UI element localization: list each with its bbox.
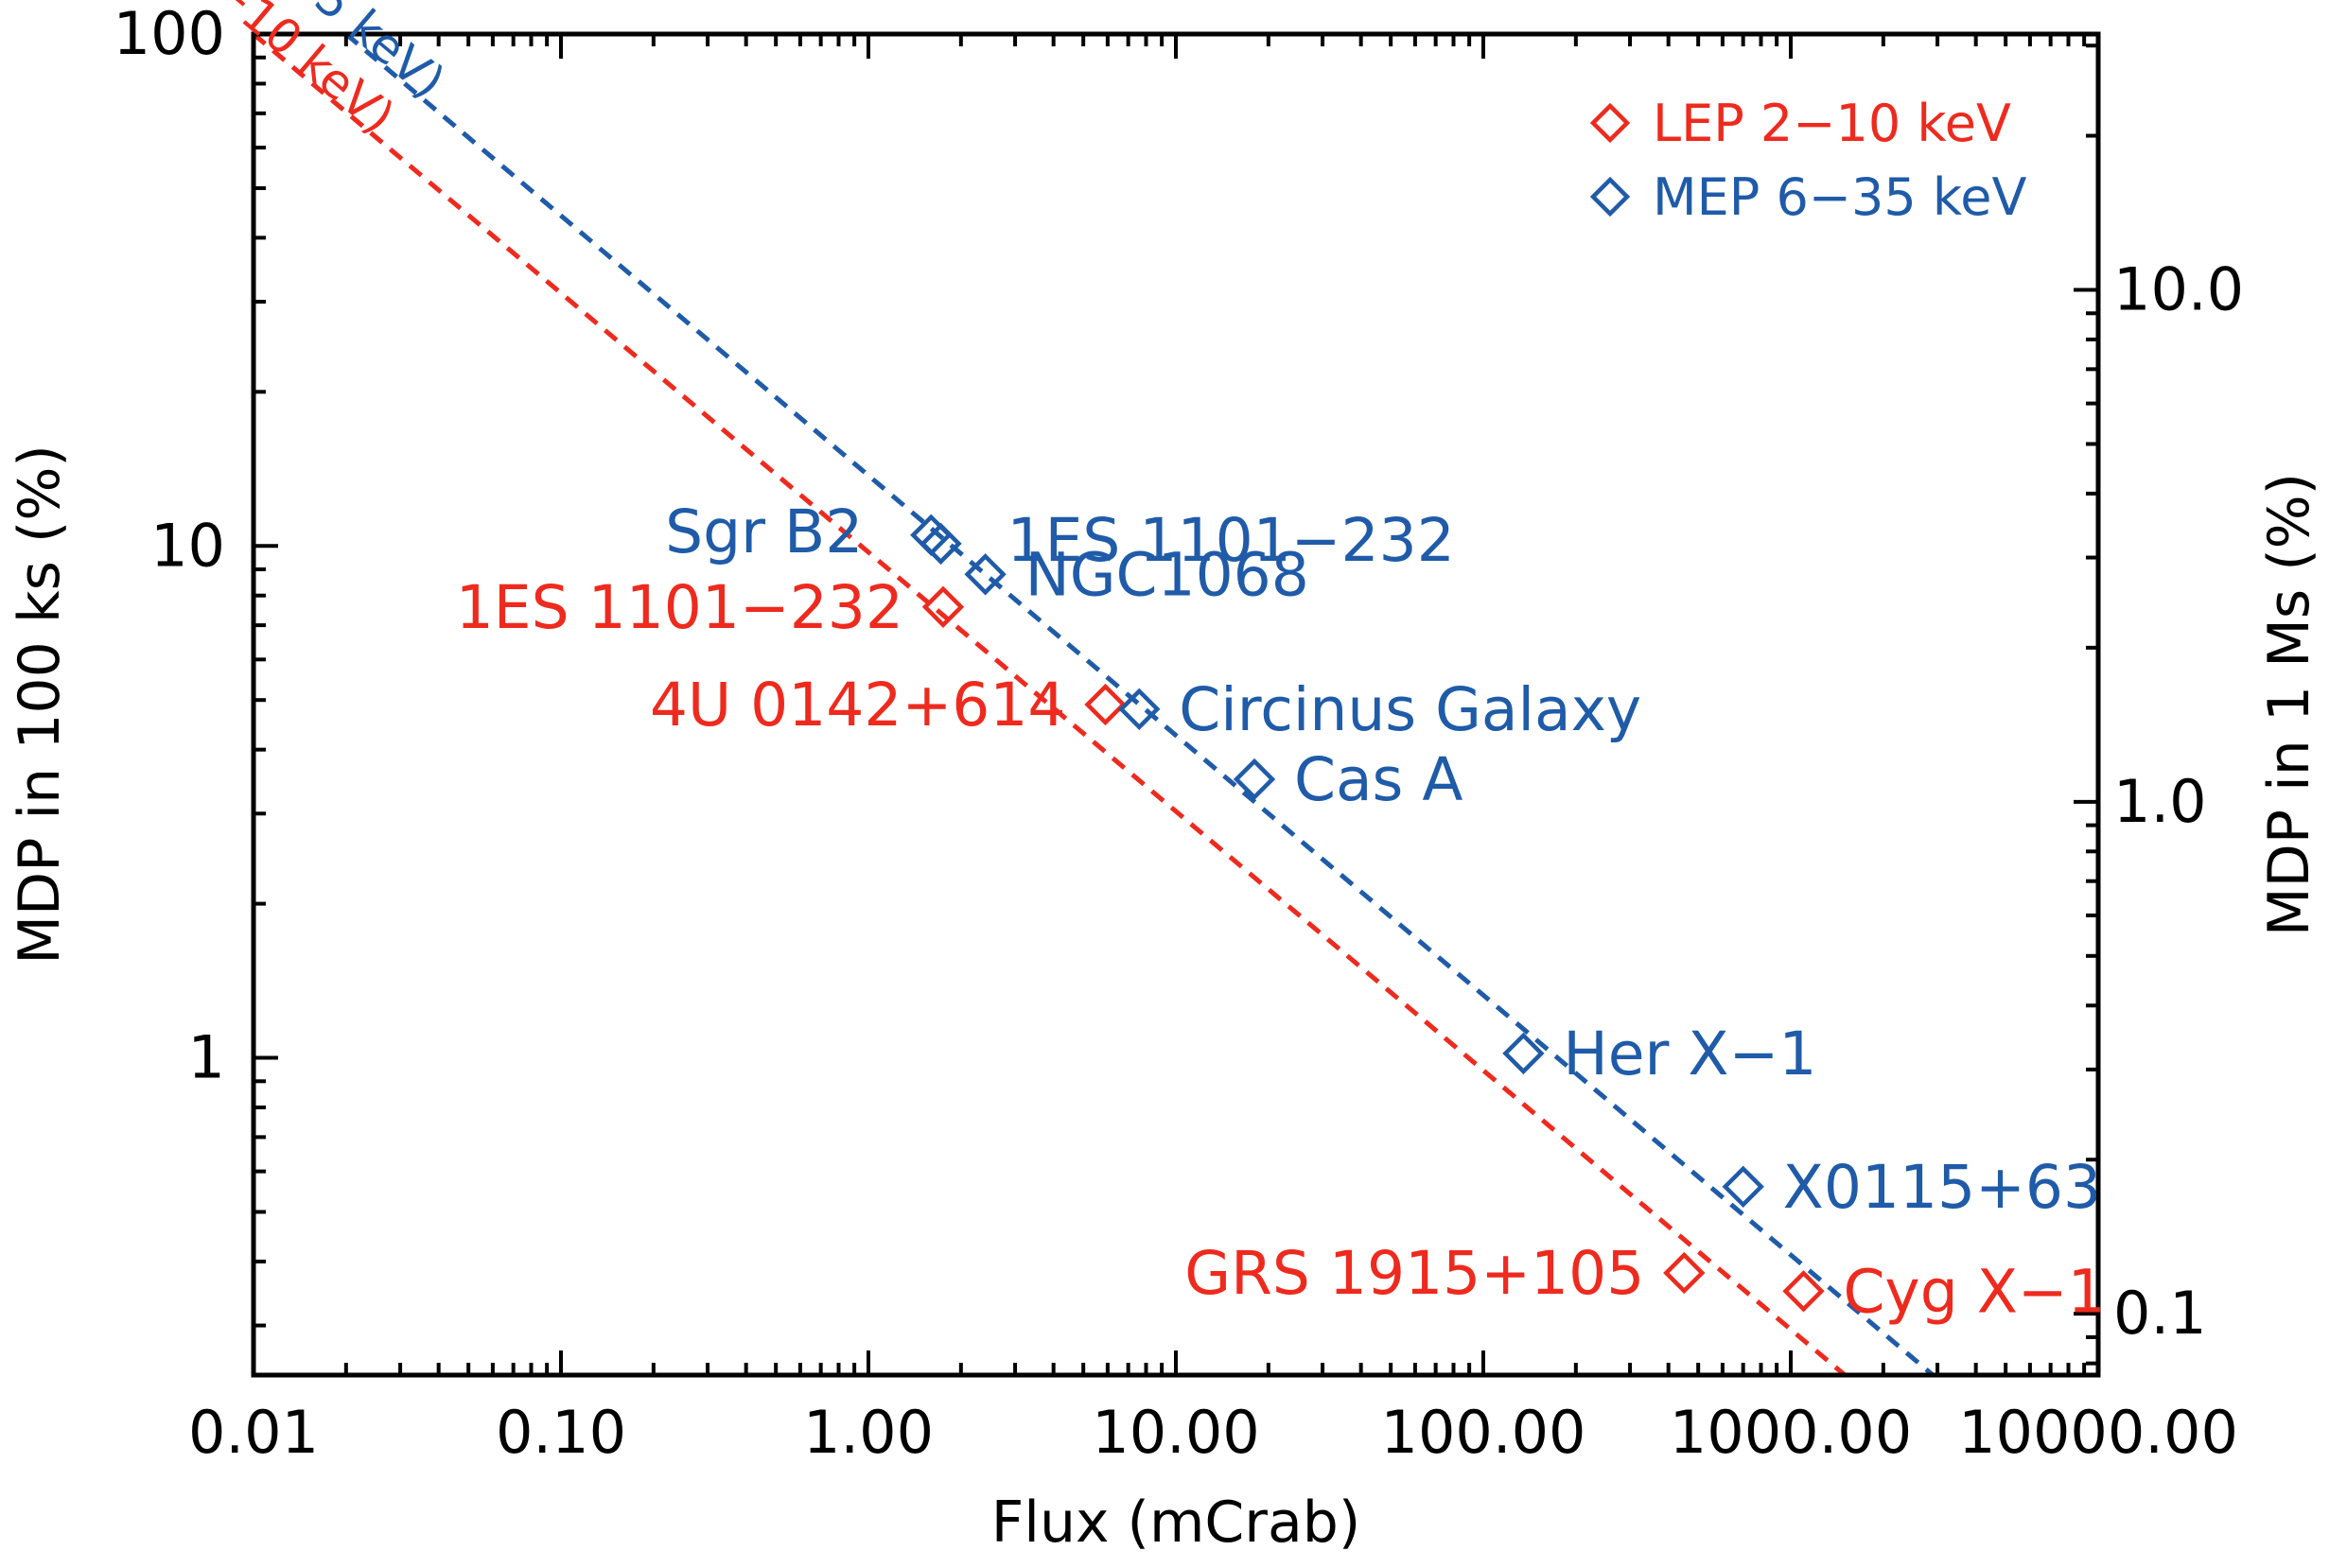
x-tick-label: 1.00: [803, 1398, 934, 1467]
data-point-mep: [1502, 1032, 1545, 1075]
x-axis-title: Flux (mCrab): [991, 1490, 1360, 1556]
fit-line-lep: [254, 34, 1847, 1375]
data-point-mep: [1233, 758, 1276, 801]
y-right-axis-title: MDP in 1 Ms (%): [2256, 473, 2322, 936]
y-tick-label: 10: [150, 511, 225, 580]
source-label: X0115+63: [1783, 1153, 2101, 1222]
data-point-mep: [1118, 688, 1161, 730]
source-label: GRS 1915+105: [1184, 1239, 1644, 1308]
y-right-tick-label: 1.0: [2113, 767, 2207, 836]
data-point-lep: [1782, 1270, 1825, 1313]
source-label: Her X−1: [1563, 1019, 1816, 1089]
source-label: 1ES 1101−232: [456, 573, 903, 642]
legend-marker-lep: [1589, 102, 1631, 144]
fit-line-mep: [344, 34, 1935, 1375]
legend-label: MEP 6−35 keV: [1653, 167, 2026, 227]
y-right-tick-label: 10.0: [2113, 254, 2244, 323]
x-tick-label: 1000.00: [1670, 1398, 1912, 1467]
data-point-mep: [964, 553, 1007, 596]
source-label: 1ES 1101−232: [1007, 506, 1455, 575]
y-right-tick-label: 0.1: [2113, 1279, 2207, 1348]
data-point-lep: [921, 585, 965, 628]
x-tick-label: 10.00: [1092, 1398, 1260, 1467]
source-label: NGC1068: [1025, 540, 1309, 609]
y-tick-label: 1: [188, 1023, 225, 1092]
legend-label: LEP 2−10 keV: [1653, 94, 2011, 153]
x-tick-label: 10000.00: [1958, 1398, 2238, 1467]
data-point-mep: [920, 522, 962, 566]
source-label: Sgr B2: [665, 497, 863, 566]
source-label: Circinus Galaxy: [1179, 675, 1641, 744]
data-point-mep: [1722, 1165, 1764, 1208]
x-tick-label: 0.10: [496, 1398, 626, 1467]
y-axis-title: MDP in 100 ks (%): [7, 444, 73, 965]
legend-marker-mep: [1589, 176, 1631, 218]
y-tick-label: 100: [114, 0, 225, 68]
data-point-lep: [1663, 1251, 1706, 1295]
source-label: 4U 0142+614: [650, 671, 1066, 740]
source-label: Cyg X−1: [1843, 1257, 2105, 1326]
x-tick-label: 0.01: [188, 1398, 319, 1467]
source-label: Cas A: [1294, 745, 1463, 814]
data-point-lep: [1084, 683, 1127, 726]
x-tick-label: 100.00: [1381, 1398, 1586, 1467]
